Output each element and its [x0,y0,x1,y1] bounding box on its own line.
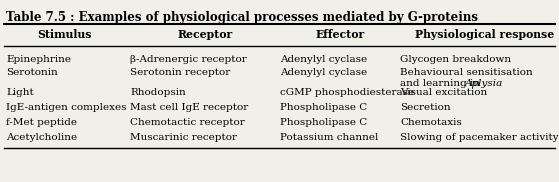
Text: Stimulus: Stimulus [38,29,92,39]
Text: Table 7.5 : Examples of physiological processes mediated by G-proteins: Table 7.5 : Examples of physiological pr… [6,11,478,24]
Text: Potassium channel: Potassium channel [280,133,378,142]
Text: Behavioural sensitisation: Behavioural sensitisation [400,68,533,77]
Text: Adenylyl cyclase: Adenylyl cyclase [280,55,367,64]
Text: Light: Light [6,88,34,97]
Text: Adenylyl cyclase: Adenylyl cyclase [280,68,367,77]
Text: Slowing of pacemaker activity: Slowing of pacemaker activity [400,133,558,142]
Text: Effector: Effector [315,29,364,39]
Text: Muscarinic receptor: Muscarinic receptor [130,133,237,142]
Text: Glycogen breakdown: Glycogen breakdown [400,55,511,64]
Text: Physiological response: Physiological response [415,29,555,39]
Text: Secretion: Secretion [400,103,451,112]
Text: β-Adrenergic receptor: β-Adrenergic receptor [130,55,247,64]
Text: IgE-antigen complexes: IgE-antigen complexes [6,103,126,112]
Text: Mast cell IgE receptor: Mast cell IgE receptor [130,103,248,112]
Text: Serotonin: Serotonin [6,68,58,77]
Text: Serotonin receptor: Serotonin receptor [130,68,230,77]
Text: and learning in: and learning in [400,79,483,88]
Text: f-Met peptide: f-Met peptide [6,118,77,127]
Text: cGMP phosphodiesterase: cGMP phosphodiesterase [280,88,414,97]
Text: Phospholipase C: Phospholipase C [280,103,367,112]
Text: Chemotactic receptor: Chemotactic receptor [130,118,245,127]
Text: Acetylcholine: Acetylcholine [6,133,77,142]
Text: Receptor: Receptor [177,29,233,39]
Text: Epinephrine: Epinephrine [6,55,71,64]
Text: Rhodopsin: Rhodopsin [130,88,186,97]
Text: Aplysia: Aplysia [465,79,503,88]
Text: Chemotaxis: Chemotaxis [400,118,462,127]
Text: Visual excitation: Visual excitation [400,88,487,97]
Text: Phospholipase C: Phospholipase C [280,118,367,127]
